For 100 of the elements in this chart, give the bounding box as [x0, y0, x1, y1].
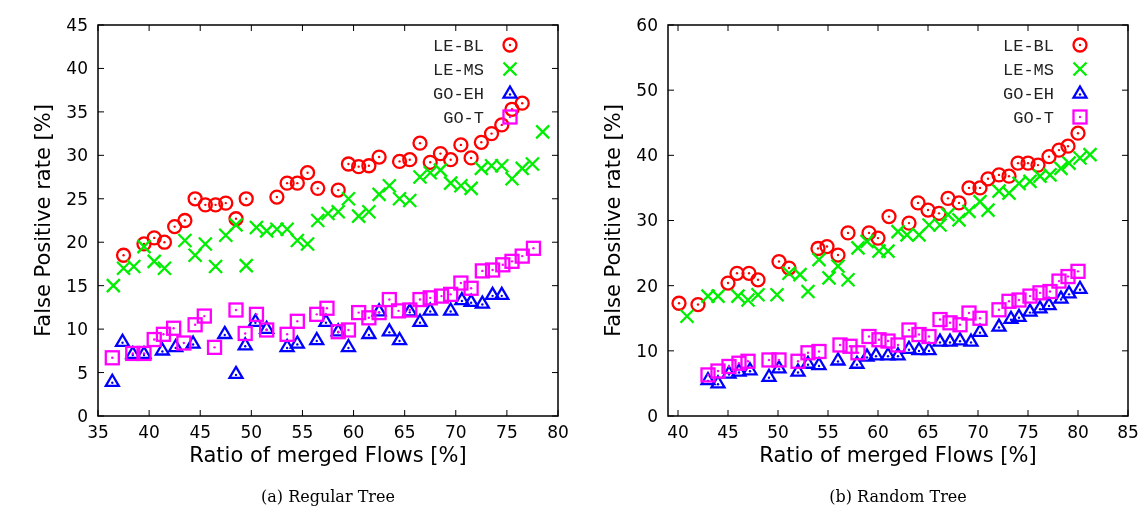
point: [940, 190, 956, 206]
x-tick-label: 40: [138, 422, 160, 442]
point: [771, 253, 787, 270]
point: [1061, 285, 1077, 299]
x-tick-label: 45: [717, 422, 739, 442]
x-tick-label: 80: [547, 422, 569, 442]
point: [228, 217, 244, 233]
point: [104, 373, 120, 387]
point: [247, 313, 264, 327]
point: [391, 331, 408, 346]
point: [351, 208, 367, 224]
point: [920, 202, 936, 218]
point: [761, 368, 777, 382]
point: [177, 212, 193, 229]
point: [443, 152, 459, 168]
point: [207, 258, 224, 275]
point: [671, 295, 687, 311]
point: [340, 156, 357, 172]
point: [168, 338, 184, 353]
point: [361, 158, 377, 174]
point: [381, 291, 397, 308]
point: [279, 326, 295, 342]
point: [740, 353, 756, 369]
y-tick-label: 15: [66, 275, 88, 296]
point: [514, 248, 530, 264]
x-tick-label: 55: [291, 422, 314, 442]
point: [790, 353, 806, 369]
point: [721, 358, 737, 375]
point: [330, 182, 346, 198]
point: [381, 323, 397, 337]
point: [1041, 296, 1057, 311]
point: [1072, 150, 1088, 166]
point: [931, 205, 947, 221]
point: [991, 167, 1007, 183]
y-tick-label: 0: [77, 405, 88, 426]
point: [390, 303, 407, 319]
point: [473, 134, 489, 150]
point: [952, 332, 968, 346]
point: [980, 171, 996, 187]
x-tick-label: 60: [867, 422, 889, 442]
point: [1011, 308, 1027, 322]
point: [811, 356, 827, 371]
point: [700, 371, 716, 386]
point: [412, 291, 428, 308]
point: [921, 341, 937, 356]
point: [1032, 285, 1048, 301]
point: [484, 286, 501, 301]
point: [351, 304, 367, 321]
point: [340, 338, 357, 353]
point: [114, 333, 131, 347]
point: [830, 258, 846, 274]
point: [1070, 125, 1086, 141]
point: [187, 247, 203, 263]
legend-label: LE-MS: [1002, 60, 1054, 80]
point: [750, 287, 766, 303]
x-tick-label: 70: [967, 422, 989, 442]
point: [319, 300, 335, 316]
point: [910, 195, 926, 211]
point: [289, 232, 305, 249]
point: [740, 292, 756, 308]
point: [721, 365, 737, 379]
point: [228, 365, 244, 380]
point: [1051, 142, 1067, 158]
x-tick-label: 50: [240, 422, 263, 442]
x-tick-label: 70: [444, 422, 467, 442]
x-axis-title: Ratio of merged Flows [%]: [189, 443, 467, 467]
y-tick-label: 20: [66, 232, 88, 253]
point: [911, 341, 927, 356]
point: [504, 253, 520, 269]
point: [238, 191, 254, 207]
point: [861, 328, 877, 345]
point: [228, 211, 244, 227]
point: [880, 347, 896, 361]
point: [890, 223, 906, 240]
point: [495, 257, 511, 273]
point: [951, 212, 967, 228]
point: [463, 293, 479, 308]
point: [279, 175, 295, 191]
x-tick-label: 85: [1117, 422, 1139, 442]
point: [351, 158, 367, 175]
y-tick-label: 40: [636, 145, 658, 166]
point: [790, 363, 806, 377]
point: [800, 283, 816, 300]
point: [810, 240, 826, 257]
point: [463, 150, 479, 166]
point: [269, 189, 285, 205]
point: [952, 317, 968, 333]
point: [730, 288, 746, 304]
point: [961, 203, 977, 220]
point: [881, 208, 897, 225]
point: [217, 325, 233, 340]
point: [494, 117, 510, 133]
point: [942, 315, 958, 331]
point: [972, 193, 988, 210]
point: [494, 286, 510, 301]
point: [1003, 310, 1019, 324]
point: [454, 291, 470, 306]
point: [361, 204, 377, 220]
point: [185, 335, 201, 349]
point: [146, 230, 162, 246]
